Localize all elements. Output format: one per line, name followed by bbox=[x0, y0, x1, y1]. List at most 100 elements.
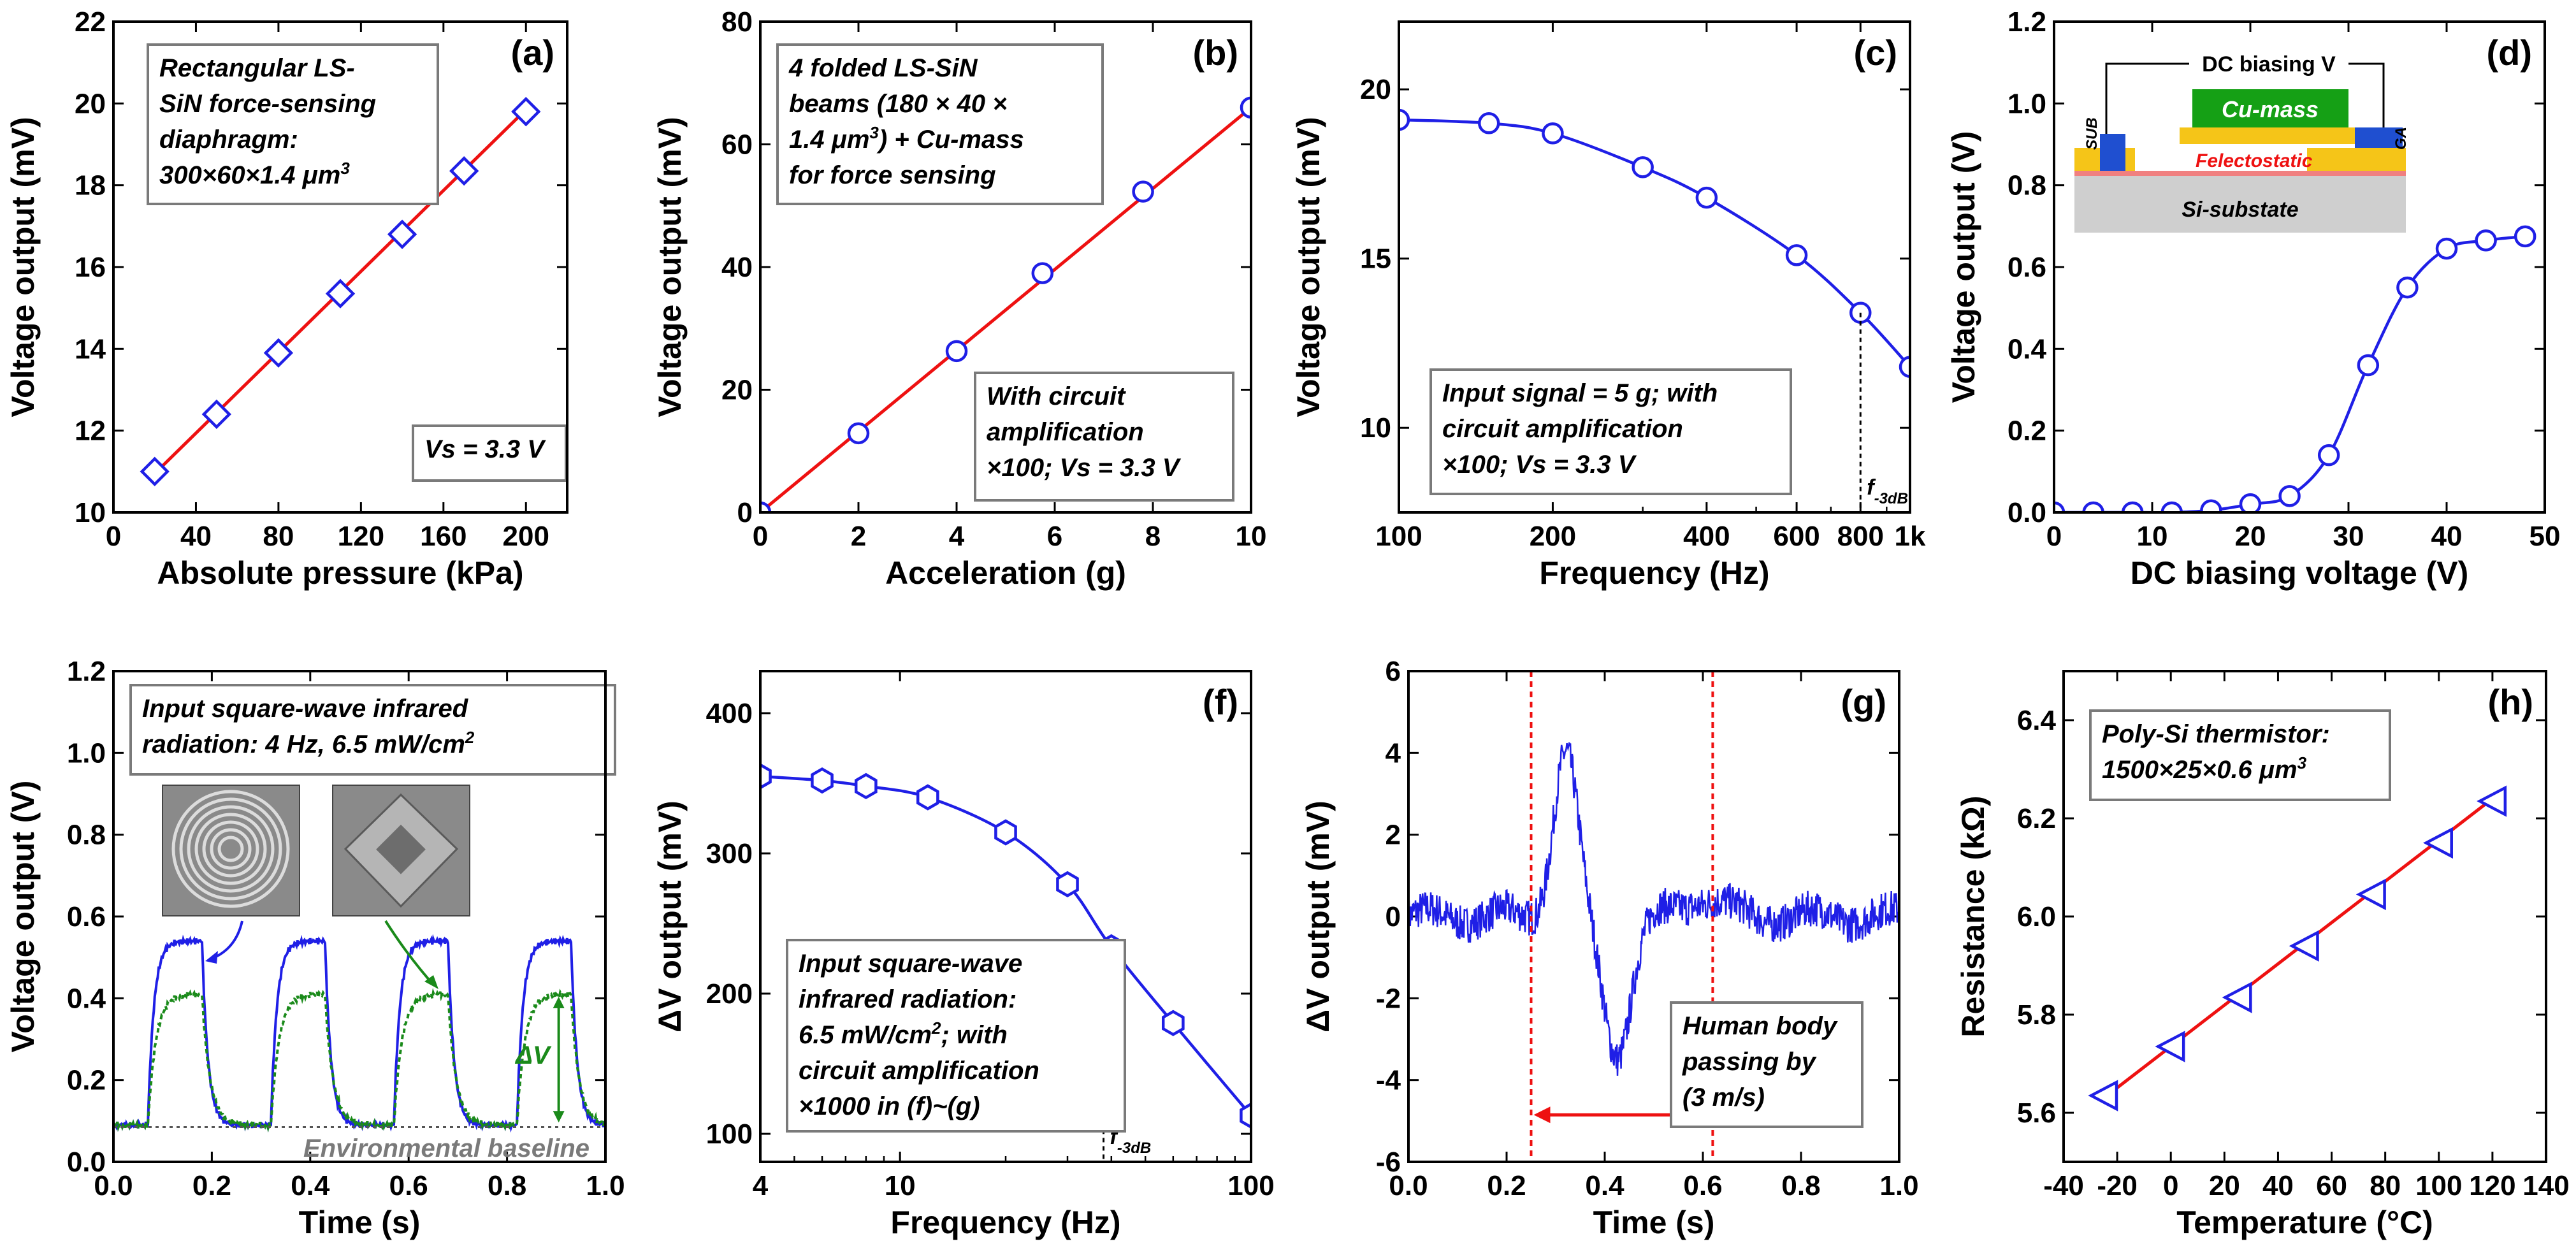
inset-dc-label: DC biasing V bbox=[2202, 52, 2336, 76]
data-point bbox=[2088, 1080, 2118, 1112]
y-tick-label: 0.6 bbox=[2008, 252, 2046, 283]
data-point bbox=[1056, 871, 1079, 897]
panel-b: 0 2 4 6 8 10 0 20 40 60 80 Acceleration (g) Voltage … bbox=[652, 6, 1266, 591]
y-tick-label: 0.0 bbox=[67, 1147, 106, 1178]
annotation-box: 4 folded LS-SiN beams (180 × 40 × 1.4 μm3)… bbox=[776, 43, 1104, 205]
data-point bbox=[2222, 981, 2252, 1013]
data-point bbox=[760, 501, 772, 512]
data-point bbox=[1477, 112, 1500, 134]
x-tick-label: 200 bbox=[1530, 521, 1576, 552]
axes-frame bbox=[1398, 20, 1911, 514]
x-tick-label: 8 bbox=[1145, 521, 1161, 552]
annotation-text: ×1000 in (f)~(g) bbox=[799, 1092, 980, 1120]
x-tick-label: 0.4 bbox=[291, 1170, 330, 1201]
y-tick-label: 400 bbox=[706, 698, 753, 729]
annotation-text: circuit amplification bbox=[799, 1057, 1039, 1085]
x-tick-label: 4 bbox=[753, 1170, 769, 1201]
y-tick-label: 0.4 bbox=[67, 983, 106, 1014]
x-tick-label: 1.0 bbox=[586, 1170, 625, 1201]
pointer-arrow-green-head bbox=[424, 975, 438, 989]
x-tick-label: 200 bbox=[503, 521, 549, 552]
sem-ring bbox=[194, 813, 267, 885]
annotation-text: infrared radiation: bbox=[799, 985, 1017, 1013]
annotation-text: (3 m/s) bbox=[1682, 1083, 1765, 1112]
inset-mass-label: Cu-mass bbox=[2222, 96, 2319, 122]
data-point bbox=[2422, 827, 2453, 859]
annotation-frame bbox=[129, 684, 616, 776]
data-point bbox=[511, 96, 541, 127]
data-point bbox=[994, 819, 1017, 846]
annotation-text: passing by bbox=[1682, 1048, 1817, 1076]
panel-a-data bbox=[140, 96, 541, 487]
inset-ga-label: GA bbox=[2392, 127, 2410, 150]
sem-ring bbox=[202, 820, 259, 878]
annotation-text: diaphragm: bbox=[159, 126, 298, 154]
annotation-text: Input signal = 5 g; with bbox=[1442, 379, 1718, 407]
x-tick-label: 1.0 bbox=[1879, 1170, 1918, 1201]
x-tick-label: 40 bbox=[2262, 1170, 2294, 1201]
x-tick-label: 80 bbox=[2370, 1170, 2401, 1201]
y-axis-label: Voltage output (mV) bbox=[5, 117, 41, 417]
data-point bbox=[2155, 1031, 2185, 1062]
sem-ring bbox=[187, 805, 275, 893]
panel-label: (h) bbox=[2487, 682, 2533, 722]
annotation-text: With circuit bbox=[987, 382, 1126, 410]
y-tick-label: 6.2 bbox=[2017, 803, 2056, 834]
axes-frame bbox=[112, 670, 607, 1163]
axes-frame bbox=[759, 670, 1252, 1163]
annotation-text: ×100; Vs = 3.3 V bbox=[987, 454, 1182, 482]
data-point bbox=[847, 422, 870, 445]
inset-sub-label: SUB bbox=[2083, 117, 2101, 150]
y-tick-label: 16 bbox=[75, 252, 106, 283]
data-point bbox=[1161, 1010, 1185, 1036]
y-tick-label: 0.8 bbox=[2008, 170, 2046, 201]
x-tick-label: 0.8 bbox=[1781, 1170, 1820, 1201]
x-tick-label: 0.4 bbox=[1585, 1170, 1624, 1201]
annotation-frame bbox=[1429, 368, 1792, 495]
annotation-text: 1500×25×0.6 μm3 bbox=[2102, 753, 2307, 784]
annotation-text: Input square-wave infrared bbox=[142, 695, 469, 723]
delta-arrow-head-top bbox=[553, 996, 565, 1008]
y-tick-label: -6 bbox=[1376, 1147, 1401, 1178]
annotation-frame bbox=[786, 939, 1126, 1133]
y-tick-label: 20 bbox=[721, 375, 753, 406]
panel-d: 0 10 20 30 40 50 0.0 0.2 0.4 0.6 0.8 1.0 1.2 DC biasi… bbox=[1946, 6, 2560, 591]
x-tick-label: 600 bbox=[1773, 521, 1820, 552]
x-tick-label: 0.8 bbox=[488, 1170, 526, 1201]
x-tick-label: 160 bbox=[420, 521, 467, 552]
data-point bbox=[1132, 180, 1154, 203]
annotation-text: Rectangular LS- bbox=[159, 54, 355, 82]
x-tick-label: 1k bbox=[1895, 521, 1926, 552]
data-point bbox=[1031, 262, 1053, 284]
x-tick-label: 10 bbox=[2137, 521, 2168, 552]
panel-b-ticks: 0 2 4 6 8 10 0 20 40 60 80 bbox=[721, 6, 1266, 552]
annotation-text: Input square-wave bbox=[799, 950, 1022, 978]
x-tick-label: 4 bbox=[949, 521, 965, 552]
panel-d-ticks: 0 10 20 30 40 50 0.0 0.2 0.4 0.6 0.8 1.0 1.2 bbox=[2008, 6, 2561, 552]
annotation-frame bbox=[412, 424, 567, 482]
y-axis-label: Voltage output (mV) bbox=[652, 117, 688, 417]
data-point bbox=[2054, 501, 2066, 512]
annotation-text: circuit amplification bbox=[1442, 415, 1683, 443]
inset-sub-electrode bbox=[2100, 134, 2125, 171]
data-point bbox=[2082, 501, 2104, 512]
y-tick-label: 300 bbox=[706, 838, 753, 869]
trace-signal bbox=[1408, 742, 1899, 1076]
data-point bbox=[2278, 485, 2301, 507]
x-tick-label: 100 bbox=[1375, 521, 1422, 552]
data-point bbox=[449, 156, 479, 186]
y-tick-label: 0.2 bbox=[67, 1065, 106, 1096]
x-tick-label: 0 bbox=[2046, 521, 2062, 552]
x-tick-label: 2 bbox=[851, 521, 866, 552]
x-tick-label: 20 bbox=[2235, 521, 2266, 552]
y-tick-label: 6 bbox=[1386, 656, 1401, 687]
y-tick-label: 22 bbox=[75, 6, 106, 38]
x-axis-label: Absolute pressure (kPa) bbox=[157, 555, 523, 591]
annotation-text: SiN force-sensing bbox=[159, 90, 376, 118]
panel-e-data bbox=[113, 934, 605, 1133]
pointer-arrow-blue-head bbox=[205, 951, 218, 964]
annotation-box: Input signal = 5 g; with circuit amplific… bbox=[1429, 368, 1792, 495]
data-point bbox=[2477, 785, 2507, 817]
x-tick-label: 100 bbox=[2415, 1170, 2462, 1201]
